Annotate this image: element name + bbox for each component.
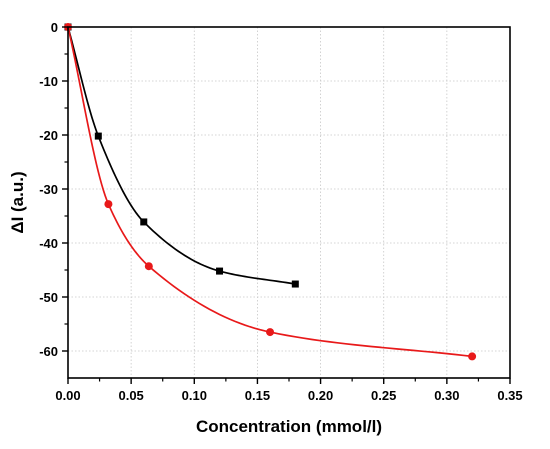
series-2-line	[67, 26, 473, 358]
x-tick-label: 0.15	[245, 388, 270, 403]
y-tick-label: -40	[39, 236, 58, 251]
series-1-point	[140, 218, 148, 226]
series-2-point	[468, 352, 477, 361]
y-tick-label: -50	[39, 290, 58, 305]
series-2-point	[104, 200, 113, 209]
x-tick-label: 0.25	[371, 388, 396, 403]
series-2-point	[144, 262, 153, 271]
y-tick-label: 0	[51, 20, 58, 35]
y-tick-label: -10	[39, 74, 58, 89]
series-1-point	[94, 132, 102, 140]
ticks: 0.00 0.05 0.10 0.15 0.20 0.25 0.30 0.35 0 -10 -20 -…	[39, 20, 522, 403]
x-tick-label: 0.35	[497, 388, 522, 403]
x-tick-label: 0.00	[55, 388, 80, 403]
x-tick-label: 0.20	[308, 388, 333, 403]
x-tick-label: 0.05	[118, 388, 143, 403]
x-tick-label: 0.30	[434, 388, 459, 403]
y-axis-title: ΔI (a.u.)	[8, 171, 27, 233]
series-1-point	[291, 280, 299, 288]
x-tick-label: 0.10	[182, 388, 207, 403]
y-tick-label: -60	[39, 344, 58, 359]
y-tick-label: -20	[39, 128, 58, 143]
grid	[67, 26, 511, 378]
plot-frame	[67, 26, 511, 379]
x-axis-title: Concentration (mmol/l)	[196, 417, 382, 436]
y-tick-label: -30	[39, 182, 58, 197]
series-layer	[64, 23, 477, 361]
series-1-point	[216, 267, 224, 275]
series-2-point	[266, 328, 275, 337]
series-1-line	[67, 26, 296, 285]
